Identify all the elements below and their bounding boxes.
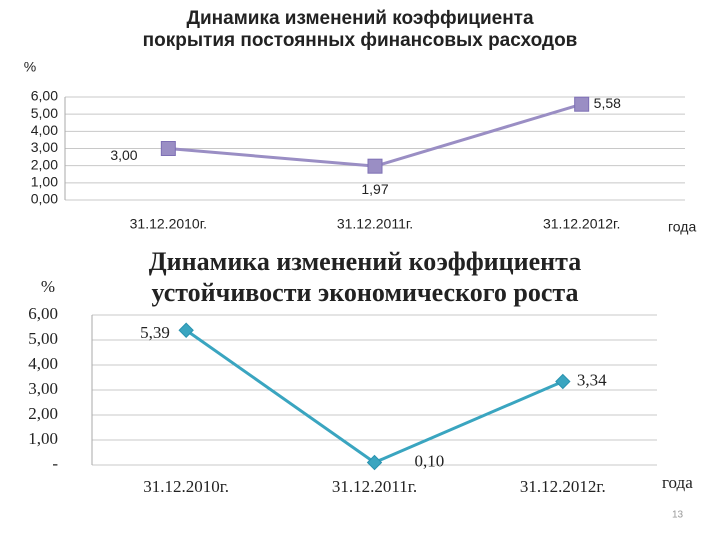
x-tick-label: 31.12.2011г.	[332, 477, 417, 496]
chart-title: Динамика изменений коэффициента устойчив…	[148, 247, 582, 307]
y-tick-label: 4,00	[28, 354, 58, 373]
y-tick-label: 3,00	[28, 379, 58, 398]
x-tick-label: 31.12.2010г.	[143, 477, 229, 496]
y-tick-label: 6,00	[28, 304, 58, 323]
series-line	[168, 102, 583, 168]
y-tick-label: 3,00	[31, 139, 58, 155]
marker	[160, 141, 176, 156]
y-tick-label: 2,00	[31, 156, 58, 172]
data-label: 0,10	[415, 451, 445, 470]
x-tick-label: 31.12.2012г.	[543, 216, 620, 232]
page-number: 13	[672, 510, 684, 521]
y-tick-label: 5,00	[31, 105, 58, 121]
y-axis-label: %	[41, 277, 55, 296]
y-tick-label: 1,00	[28, 429, 58, 448]
data-label: 1,97	[361, 181, 388, 197]
x-tick-label: 31.12.2010г.	[130, 216, 207, 232]
data-label: 3,34	[577, 370, 607, 389]
y-tick-label: 1,00	[31, 174, 58, 190]
y-tick-label: 2,00	[28, 404, 58, 423]
data-label: 5,58	[594, 95, 621, 111]
x-tick-label: 31.12.2012г.	[520, 477, 606, 496]
y-axis-label: %	[24, 59, 36, 75]
data-label: 5,39	[140, 323, 170, 342]
marker	[366, 454, 383, 471]
marker	[555, 373, 571, 390]
marker	[367, 158, 383, 174]
y-tick-label: 0,00	[31, 191, 58, 207]
x-axis-label: года	[668, 219, 696, 235]
y-tick-label: 5,00	[28, 329, 58, 348]
chart-title: Динамика изменений коэффициента покрытия…	[142, 8, 578, 51]
y-tick-label: 4,00	[31, 122, 58, 138]
x-axis-label: года	[662, 473, 693, 492]
chart-2: - 1,00 2,00 3,00 4,00 5,00 6,00% года 31.12.2010…	[28, 277, 693, 496]
marker	[574, 96, 590, 112]
series-line	[185, 329, 564, 464]
y-tick-label: -	[52, 454, 58, 473]
chart-1: 0,001,002,003,004,005,006,00%года31.12.2…	[24, 59, 697, 235]
data-label: 3,00	[110, 147, 137, 163]
y-tick-label: 6,00	[31, 88, 58, 104]
marker	[178, 322, 194, 338]
x-tick-label: 31.12.2011г.	[337, 216, 413, 232]
